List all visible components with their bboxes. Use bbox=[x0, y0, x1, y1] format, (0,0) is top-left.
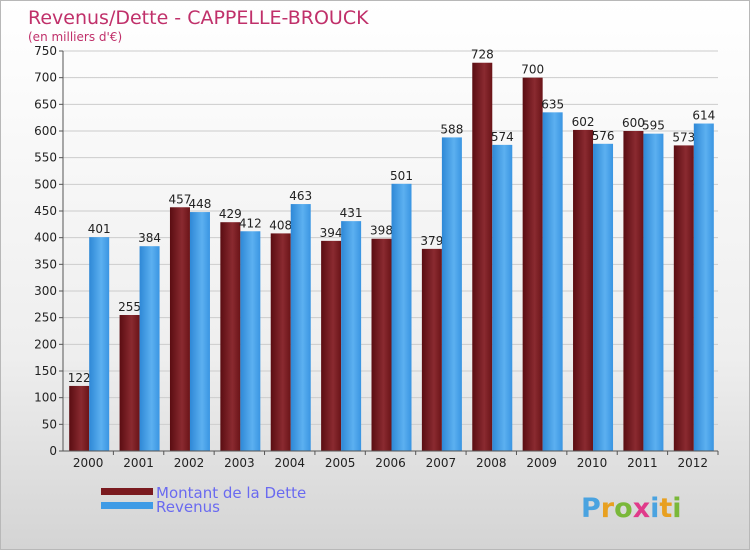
revenue-bar bbox=[189, 212, 210, 451]
x-tick-label: 2009 bbox=[526, 456, 557, 470]
y-tick-label: 650 bbox=[34, 97, 57, 111]
data-label: 595 bbox=[642, 119, 665, 133]
revenue-bar bbox=[290, 204, 311, 451]
y-tick-label: 100 bbox=[34, 391, 57, 405]
y-tick-label: 250 bbox=[34, 311, 57, 325]
y-axis: 0 50 100 150 200 250 300 350 400 450 500 550 600 650 7… bbox=[34, 44, 64, 458]
x-tick-label: 2000 bbox=[73, 456, 104, 470]
revenue-bar bbox=[139, 246, 160, 451]
x-tick-label: 2006 bbox=[375, 456, 406, 470]
data-label: 457 bbox=[169, 192, 192, 206]
data-label: 122 bbox=[68, 371, 91, 385]
x-tick-label: 2001 bbox=[123, 456, 154, 470]
x-tick-label: 2010 bbox=[577, 456, 608, 470]
data-label: 728 bbox=[471, 48, 494, 62]
x-tick-label: 2003 bbox=[224, 456, 255, 470]
debt-bar bbox=[321, 240, 342, 451]
data-label: 394 bbox=[320, 226, 343, 240]
data-label: 401 bbox=[88, 222, 111, 236]
x-tick-label: 2011 bbox=[627, 456, 658, 470]
data-label: 398 bbox=[370, 224, 393, 238]
data-label: 574 bbox=[491, 130, 514, 144]
debt-bar bbox=[673, 145, 694, 451]
proxiti-logo-text: Proxiti bbox=[581, 493, 682, 524]
debt-bar bbox=[371, 238, 392, 451]
revenue-bar bbox=[643, 133, 664, 451]
y-tick-label: 300 bbox=[34, 284, 57, 298]
y-tick-label: 500 bbox=[34, 177, 57, 191]
revenue-bar bbox=[391, 183, 412, 452]
data-label: 700 bbox=[521, 63, 544, 77]
debt-bar bbox=[169, 207, 190, 451]
x-tick-label: 2002 bbox=[174, 456, 205, 470]
data-label: 448 bbox=[189, 197, 212, 211]
debt-bar bbox=[623, 131, 644, 451]
debt-bar bbox=[472, 62, 493, 451]
revenue-bar bbox=[542, 112, 563, 451]
x-axis: 2000 2001 2002 2003 2004 2005 2006 2007 2008 2009… bbox=[63, 450, 719, 470]
chart-subtitle: (en milliers d'€) bbox=[28, 30, 122, 44]
data-label: 600 bbox=[622, 116, 645, 130]
y-tick-label: 0 bbox=[49, 444, 57, 458]
revenue-bar bbox=[89, 237, 110, 451]
y-tick-label: 400 bbox=[34, 231, 57, 245]
revenue-bar bbox=[441, 137, 462, 451]
revenue-bar bbox=[593, 143, 614, 452]
revenue-bar bbox=[341, 221, 362, 451]
y-tick-label: 50 bbox=[42, 417, 57, 431]
x-tick-label: 2012 bbox=[678, 456, 709, 470]
debt-bar bbox=[69, 385, 90, 451]
debt-bar bbox=[270, 233, 291, 451]
data-label: 588 bbox=[440, 122, 463, 136]
data-label: 573 bbox=[672, 130, 695, 144]
data-label: 255 bbox=[118, 300, 141, 314]
data-label: 412 bbox=[239, 216, 262, 230]
data-label: 384 bbox=[138, 231, 161, 245]
chart-title: Revenus/Dette - CAPPELLE-BROUCK bbox=[28, 7, 369, 29]
x-tick-label: 2007 bbox=[426, 456, 457, 470]
legend-debt-label: Montant de la Dette bbox=[156, 484, 306, 502]
debt-bar bbox=[522, 77, 543, 452]
y-tick-label: 200 bbox=[34, 337, 57, 351]
data-label: 429 bbox=[219, 207, 242, 221]
debt-bar bbox=[220, 222, 241, 451]
y-tick-label: 150 bbox=[34, 364, 57, 378]
y-tick-label: 700 bbox=[34, 71, 57, 85]
data-label: 635 bbox=[541, 97, 564, 111]
data-label: 614 bbox=[692, 109, 715, 123]
y-tick-label: 450 bbox=[34, 204, 57, 218]
y-tick-label: 600 bbox=[34, 124, 57, 138]
data-label: 431 bbox=[340, 206, 363, 220]
data-label: 602 bbox=[572, 115, 595, 129]
y-tick-label: 350 bbox=[34, 257, 57, 271]
revenue-bar bbox=[492, 144, 513, 451]
revenue-bar bbox=[240, 231, 261, 451]
debt-bar bbox=[421, 248, 442, 451]
proxiti-logo: Proxiti bbox=[581, 493, 682, 524]
x-tick-label: 2008 bbox=[476, 456, 507, 470]
y-tick-label: 750 bbox=[34, 44, 57, 58]
data-label: 379 bbox=[420, 234, 443, 248]
data-label: 501 bbox=[390, 169, 413, 183]
legend-revenue-label: Revenus bbox=[156, 498, 220, 516]
data-label: 463 bbox=[289, 189, 312, 203]
y-tick-label: 550 bbox=[34, 151, 57, 165]
x-tick-label: 2004 bbox=[274, 456, 305, 470]
legend-revenue-swatch bbox=[101, 502, 153, 509]
data-label: 576 bbox=[592, 129, 615, 143]
legend-debt-swatch bbox=[101, 488, 153, 495]
revenue-bar bbox=[693, 123, 714, 452]
data-label: 408 bbox=[269, 218, 292, 232]
debt-bar bbox=[573, 129, 594, 451]
x-tick-label: 2005 bbox=[325, 456, 356, 470]
debt-bar bbox=[119, 315, 140, 451]
